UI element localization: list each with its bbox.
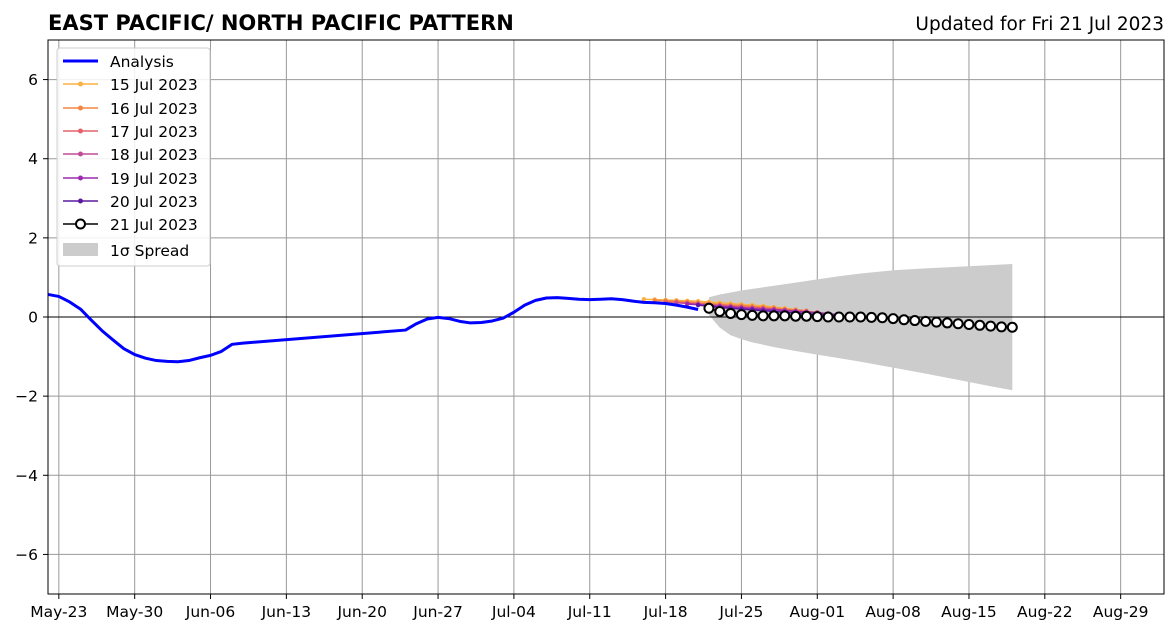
x-tick-label: Jul-11 (567, 603, 612, 621)
legend-label-analysis: Analysis (110, 53, 174, 71)
y-tick-label: 6 (28, 71, 38, 89)
legend-marker-jul15 (78, 81, 83, 87)
data-point-jul21 (703, 302, 715, 314)
x-tick-label: May-23 (30, 603, 87, 621)
x-tick-label: Jun-13 (261, 603, 312, 621)
x-tick-label: Jul-04 (491, 603, 536, 621)
x-axis: May-23 May-30 Jun-06 Jun-13 Jun-20 Jun-27 Jul-… (30, 594, 1148, 621)
y-tick-label: −4 (15, 467, 38, 485)
data-point-jul21 (800, 310, 812, 322)
legend-label-spread: 1σ Spread (110, 242, 189, 260)
legend-label-jul16: 16 Jul 2023 (110, 100, 198, 118)
data-point-jul21 (930, 316, 942, 328)
data-point-jul21 (887, 313, 899, 325)
legend-marker-jul21 (75, 218, 86, 230)
legend-label-jul20: 20 Jul 2023 (110, 193, 198, 211)
legend-label-jul21: 21 Jul 2023 (110, 216, 198, 234)
data-point-jul20 (695, 302, 701, 308)
x-tick-label: Jun-20 (336, 603, 387, 621)
data-point-jul21 (768, 310, 780, 322)
chart-title: EAST PACIFIC/ NORTH PACIFIC PATTERN (48, 11, 514, 35)
y-tick-label: −6 (15, 546, 38, 564)
data-point-jul21 (865, 311, 877, 323)
chart-subtitle: Updated for Fri 21 Jul 2023 (915, 14, 1164, 35)
legend-marker-jul19 (78, 175, 83, 181)
x-tick-label: Jul-18 (643, 603, 688, 621)
data-point-jul21 (833, 311, 845, 323)
data-point-jul21 (811, 311, 823, 323)
y-axis: 6 4 2 0 −2 −4 −6 (15, 71, 48, 564)
legend: Analysis 15 Jul 2023 16 Jul 2023 17 Jul … (56, 47, 211, 267)
data-point-jul21 (779, 310, 791, 322)
x-tick-label: Aug-22 (1017, 603, 1073, 621)
spread-band (708, 263, 1013, 391)
data-point-jul21 (974, 319, 986, 331)
data-point-jul21 (844, 311, 856, 323)
x-tick-label: Aug-29 (1093, 603, 1149, 621)
data-point-jul21 (995, 321, 1007, 333)
legend-marker-jul18 (78, 151, 83, 157)
data-point-jul21 (746, 309, 758, 321)
series-line-analysis (47, 292, 699, 364)
legend-swatch-spread (63, 243, 98, 256)
x-tick-label: Aug-08 (865, 603, 921, 621)
data-point-jul21 (876, 312, 888, 324)
x-tick-label: Jul-25 (718, 603, 763, 621)
data-point-jul21 (1006, 321, 1018, 333)
data-point-jul21 (790, 310, 802, 322)
legend-label-jul18: 18 Jul 2023 (110, 146, 198, 164)
spread-band-layer (708, 263, 1013, 391)
data-point-jul21 (985, 320, 997, 332)
series-layer (47, 292, 1018, 364)
legend-box (56, 47, 211, 267)
legend-marker-jul16 (78, 105, 83, 111)
legend-label-jul15: 15 Jul 2023 (110, 76, 198, 94)
y-tick-label: 4 (28, 150, 38, 168)
data-point-jul19 (685, 301, 690, 307)
series-jul21 (703, 302, 1018, 333)
data-point-jul21 (725, 307, 737, 319)
data-point-jul21 (898, 314, 910, 326)
data-point-jul21 (941, 317, 953, 329)
y-tick-label: 0 (28, 309, 38, 327)
data-point-jul21 (920, 315, 932, 327)
legend-label-jul19: 19 Jul 2023 (110, 170, 198, 188)
data-point-jul21 (855, 311, 867, 323)
data-point-jul21 (822, 311, 834, 323)
y-tick-label: −2 (15, 388, 38, 406)
data-point-jul15 (641, 296, 647, 302)
data-point-jul21 (757, 310, 769, 322)
x-tick-label: May-30 (106, 603, 163, 621)
data-point-jul21 (952, 318, 964, 330)
x-tick-label: Aug-01 (789, 603, 845, 621)
data-point-jul21 (963, 319, 975, 331)
data-point-jul21 (714, 305, 726, 317)
x-tick-label: Jun-06 (185, 603, 236, 621)
x-tick-label: Jun-27 (412, 603, 463, 621)
data-point-jul21 (909, 315, 921, 327)
legend-marker-jul20 (78, 198, 83, 204)
y-tick-label: 2 (28, 229, 38, 247)
legend-marker-jul17 (78, 128, 83, 134)
x-tick-label: Aug-15 (941, 603, 997, 621)
data-point-jul21 (735, 309, 747, 321)
legend-label-jul17: 17 Jul 2023 (110, 123, 198, 141)
series-analysis (47, 292, 699, 364)
